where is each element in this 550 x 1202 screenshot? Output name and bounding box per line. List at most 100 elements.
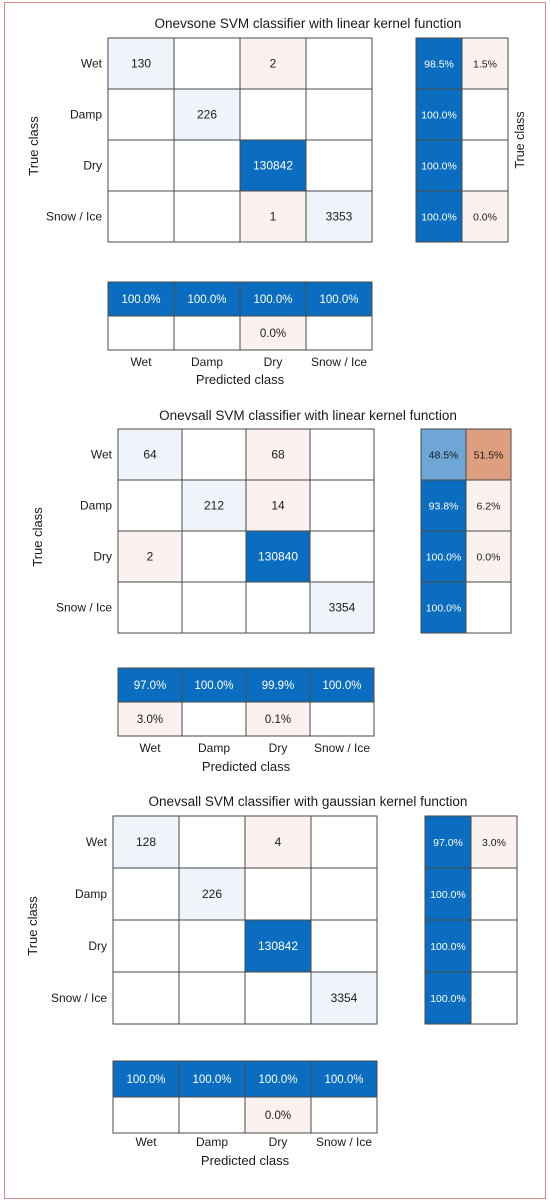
cell-count-label: 130840: [258, 550, 298, 564]
matrix-cell: [112, 971, 180, 1025]
column-summary-cell: [305, 315, 373, 351]
confusion-chart-2: Onevsall SVM classifier with linear kern…: [30, 408, 512, 774]
chart-title: Onevsone SVM classifier with linear kern…: [155, 16, 462, 31]
row-summary-cell: [470, 971, 518, 1025]
row-class-label: Dry: [93, 550, 112, 564]
column-summary-label: 100.0%: [322, 680, 361, 692]
column-summary-label: 100.0%: [319, 294, 358, 306]
matrix-cell: [305, 190, 373, 243]
x-tick-label: Snow / Ice: [316, 1135, 372, 1149]
matrix-cell: [244, 867, 312, 921]
row-summary-label: 48.5%: [429, 450, 459, 462]
matrix-cell: [305, 139, 373, 192]
row-class-label: Wet: [86, 835, 108, 849]
row-class-label: Dry: [83, 159, 102, 173]
row-summary-label: 100.0%: [421, 110, 457, 122]
cell-count-label: 4: [275, 835, 282, 849]
column-summary-cell: [117, 667, 183, 703]
cell-count-label: 226: [197, 108, 217, 122]
row-summary-cell: [424, 919, 472, 973]
matrix-cell: [310, 971, 378, 1025]
row-class-label: Damp: [70, 108, 102, 122]
row-summary-label: 0.0%: [473, 212, 497, 224]
confusion-chart-1: Onevsone SVM classifier with linear kern…: [26, 16, 527, 387]
column-summary-cell: [178, 1096, 246, 1134]
row-summary-label: 93.8%: [429, 501, 459, 513]
row-summary-cell: [465, 428, 512, 481]
matrix-cell: [245, 479, 311, 532]
cell-count-label: 130: [131, 57, 151, 71]
y-axis-label: True class: [30, 507, 45, 567]
matrix-cell: [309, 581, 375, 634]
column-summary-cell: [239, 281, 307, 317]
column-summary-label: 100.0%: [192, 1074, 231, 1086]
cell-count-label: 226: [202, 887, 222, 901]
row-summary-label: 3.0%: [482, 837, 506, 849]
column-summary-cell: [181, 701, 247, 737]
column-summary-label: 100.0%: [194, 680, 233, 692]
cell-count-label: 3353: [326, 210, 353, 224]
chart-title: Onevsall SVM classifier with linear kern…: [159, 408, 457, 423]
matrix-cell: [181, 479, 247, 532]
matrix-cell: [310, 919, 378, 973]
row-class-label: Wet: [81, 57, 103, 71]
row-summary-cell: [465, 530, 512, 583]
matrix-cell: [310, 815, 378, 869]
column-summary-label: 3.0%: [137, 714, 163, 726]
cell-count-label: 130842: [253, 159, 293, 173]
cell-count-label: 14: [271, 499, 285, 513]
x-tick-label: Wet: [130, 355, 152, 369]
x-tick-label: Wet: [139, 741, 161, 755]
column-summary-label: 0.0%: [260, 328, 286, 340]
matrix-cell: [178, 971, 246, 1025]
column-summary-cell: [309, 701, 375, 737]
matrix-cell: [178, 815, 246, 869]
row-class-label: Damp: [80, 499, 112, 513]
x-tick-label: Damp: [198, 741, 230, 755]
x-axis-label: Predicted class: [202, 759, 291, 774]
row-summary-label: 1.5%: [473, 59, 497, 71]
column-summary-cell: [245, 701, 311, 737]
row-summary-cell: [465, 581, 512, 634]
row-summary-cell: [415, 88, 463, 141]
row-summary-cell: [420, 581, 467, 634]
chart-title: Onevsall SVM classifier with gaussian ke…: [149, 794, 468, 809]
row-class-label: Snow / Ice: [56, 601, 112, 615]
x-tick-label: Damp: [196, 1135, 228, 1149]
matrix-cell: [107, 139, 175, 192]
row-summary-label: 100.0%: [426, 552, 462, 564]
cell-count-label: 68: [271, 448, 285, 462]
matrix-cell: [239, 190, 307, 243]
matrix-cell: [305, 37, 373, 90]
matrix-cell: [181, 530, 247, 583]
matrix-cell: [107, 190, 175, 243]
row-summary-cell: [461, 88, 509, 141]
row-class-label: Dry: [88, 939, 107, 953]
row-summary-cell: [420, 530, 467, 583]
row-summary-label: 97.0%: [433, 837, 463, 849]
matrix-cell: [239, 37, 307, 90]
column-summary-label: 100.0%: [253, 294, 292, 306]
x-axis-label: Predicted class: [201, 1153, 290, 1168]
column-summary-label: 100.0%: [324, 1074, 363, 1086]
row-summary-label: 51.5%: [474, 450, 504, 462]
row-summary-cell: [470, 919, 518, 973]
matrix-cell: [117, 581, 183, 634]
matrix-cell: [239, 139, 307, 192]
column-summary-cell: [309, 667, 375, 703]
column-summary-label: 100.0%: [187, 294, 226, 306]
row-class-label: Damp: [75, 887, 107, 901]
y-axis-label: True class: [25, 896, 40, 956]
row-summary-cell: [470, 867, 518, 921]
row-summary-axis-label: True class: [513, 111, 527, 168]
cell-count-label: 212: [204, 499, 224, 513]
column-summary-label: 100.0%: [258, 1074, 297, 1086]
row-summary-cell: [461, 190, 509, 243]
matrix-cell: [309, 428, 375, 481]
cell-count-label: 3354: [329, 601, 356, 615]
matrix-cell: [244, 919, 312, 973]
row-summary-label: 100.0%: [430, 941, 466, 953]
matrix-cell: [178, 867, 246, 921]
y-axis-label: True class: [26, 116, 41, 176]
